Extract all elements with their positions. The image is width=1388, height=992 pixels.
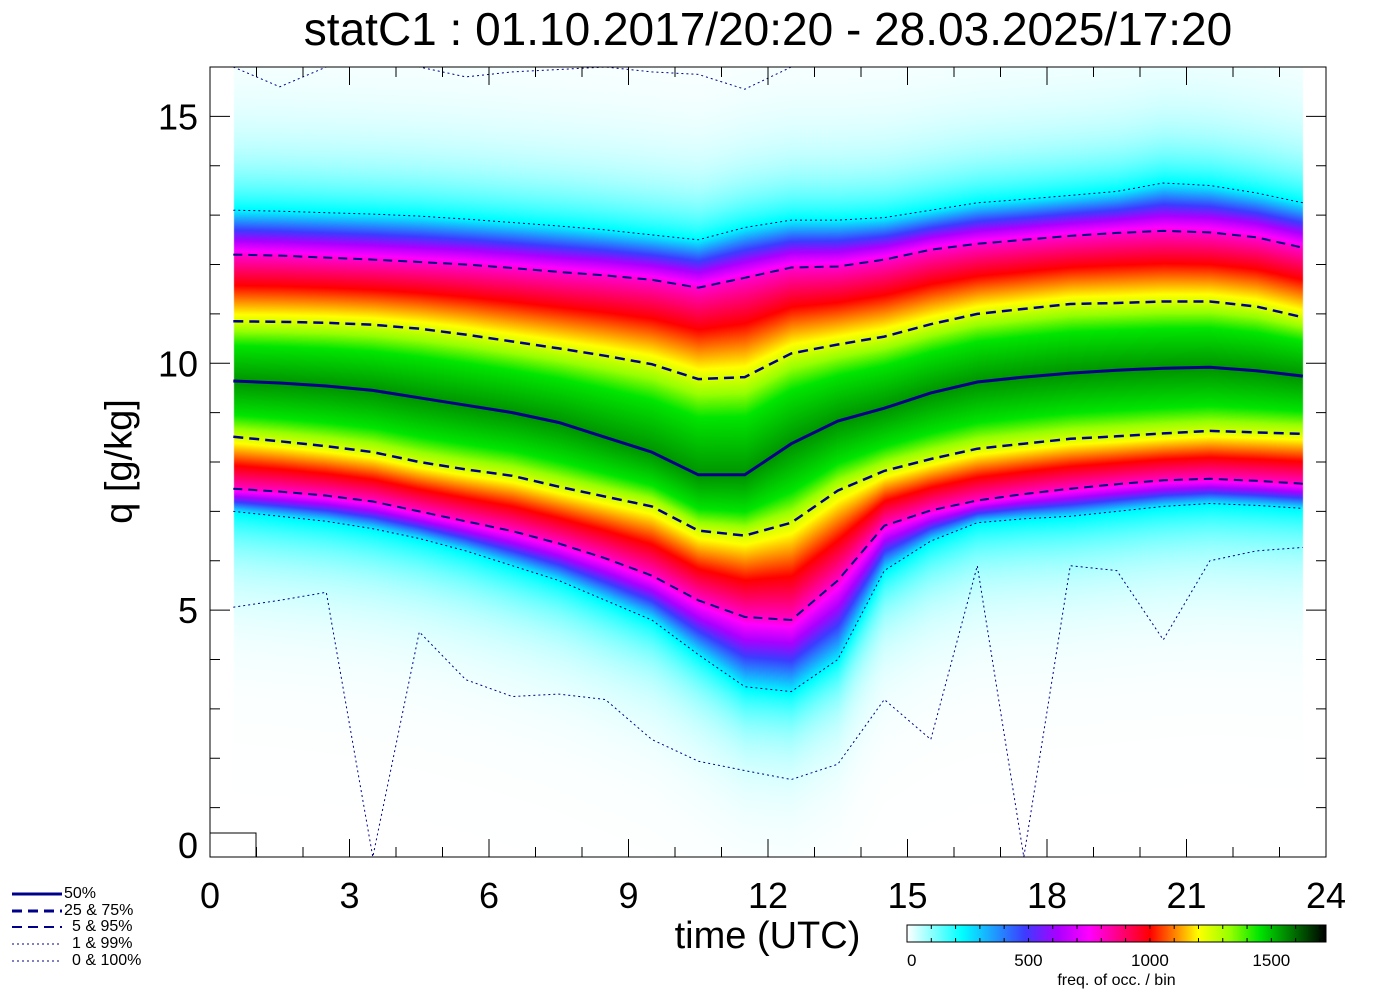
colorbar-tick-label: 500: [1014, 951, 1042, 970]
colorbar: [906, 924, 1327, 943]
percentile-line-95pct: [233, 229, 1304, 289]
y-tick-label: 0: [178, 825, 198, 866]
x-tick-label: 0: [200, 875, 220, 916]
legend-label: 1 & 99%: [72, 935, 133, 952]
percentile-line-5pct: [233, 477, 1303, 622]
x-tick-label: 24: [1306, 875, 1346, 916]
y-tick-label: 10: [158, 343, 198, 384]
colorbar-tick-label: 0: [907, 951, 916, 970]
legend-dashed-line: [12, 909, 62, 913]
percentile-line-25pct: [233, 429, 1303, 537]
percentile-line-1pct: [233, 502, 1303, 693]
x-tick-label: 9: [618, 875, 638, 916]
axis-ticks: [209, 66, 1327, 858]
percentile-lines: [233, 67, 1304, 857]
y-axis-label: q [g/kg]: [98, 399, 141, 524]
legend-label: 0 & 100%: [72, 952, 142, 969]
legend-dotted-line: [12, 960, 62, 962]
legend-dotted-line: [12, 943, 62, 945]
plot-frame: [209, 66, 1327, 858]
percentile-line-0pct: [233, 546, 1303, 857]
legend-entry-1-99: 1 & 99%: [12, 936, 132, 952]
colorbar-tick-label: 1500: [1252, 951, 1290, 970]
legend-entry-50: 50%: [12, 886, 96, 902]
legend-label: 5 & 95%: [72, 918, 133, 935]
percentile-line-50pct: [233, 365, 1303, 477]
tick-labels: 0 3 6 9 12 15 18 21 24 0 5 10 15: [158, 96, 1346, 916]
colorbar-label: freq. of occ. / bin: [1057, 972, 1176, 989]
percentile-line-99pct: [233, 182, 1303, 241]
legend-solid-line: [12, 892, 62, 896]
legend-label: 50%: [64, 885, 97, 902]
colorbar-tick-label: 1000: [1131, 951, 1169, 970]
y-tick-label: 5: [178, 590, 198, 631]
x-tick-label: 15: [887, 875, 927, 916]
x-tick-label: 3: [339, 875, 359, 916]
legend-entry-0-100: 0 & 100%: [12, 953, 141, 969]
x-tick-label: 12: [748, 875, 788, 916]
x-tick-label: 18: [1027, 875, 1067, 916]
x-axis-label: time (UTC): [674, 915, 861, 957]
heatmap-density: [210, 67, 1326, 857]
legend-dashed-line: [12, 926, 62, 928]
colorbar-ticks: 0 500 1000 1500: [906, 925, 1321, 970]
corner-box: [209, 832, 257, 858]
legend-label: 25 & 75%: [64, 902, 134, 919]
y-tick-label: 15: [158, 96, 198, 137]
legend-entry-5-95: 5 & 95%: [12, 919, 132, 935]
percentile-line-75pct: [233, 300, 1304, 381]
x-tick-label: 6: [479, 875, 499, 916]
legend-entry-25-75: 25 & 75%: [12, 903, 133, 919]
x-tick-label: 21: [1166, 875, 1206, 916]
chart-title: statC1 : 01.10.2017/20:20 - 28.03.2025/1…: [303, 3, 1233, 55]
